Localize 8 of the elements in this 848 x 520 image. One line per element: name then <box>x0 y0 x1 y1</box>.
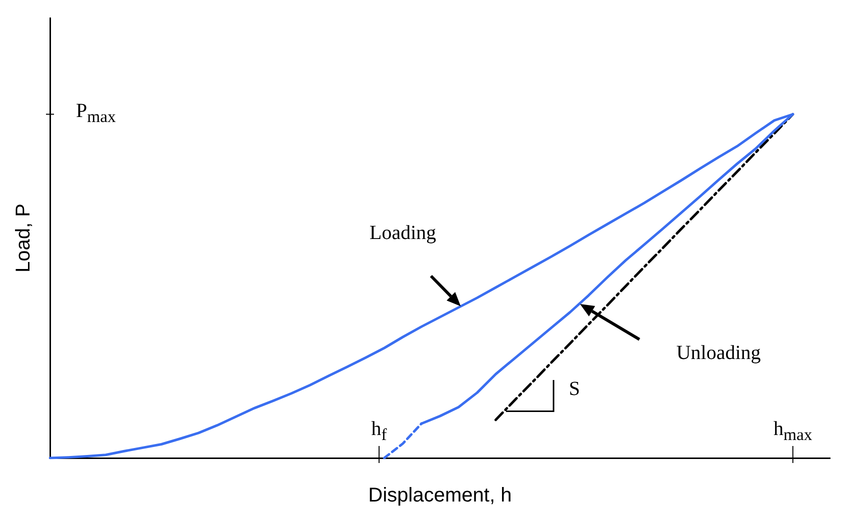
y-axis-title: Load, P <box>12 204 35 272</box>
annotation: Loading <box>370 220 436 245</box>
annotation: h$_{f}$ <box>371 417 387 446</box>
annotation: P$_{max}$ <box>76 99 116 128</box>
annotation: S <box>568 376 580 401</box>
annotation: Unloading <box>676 341 761 366</box>
x-axis-title: Displacement, h <box>368 484 512 507</box>
annotation: h$_{max}$ <box>774 417 812 446</box>
